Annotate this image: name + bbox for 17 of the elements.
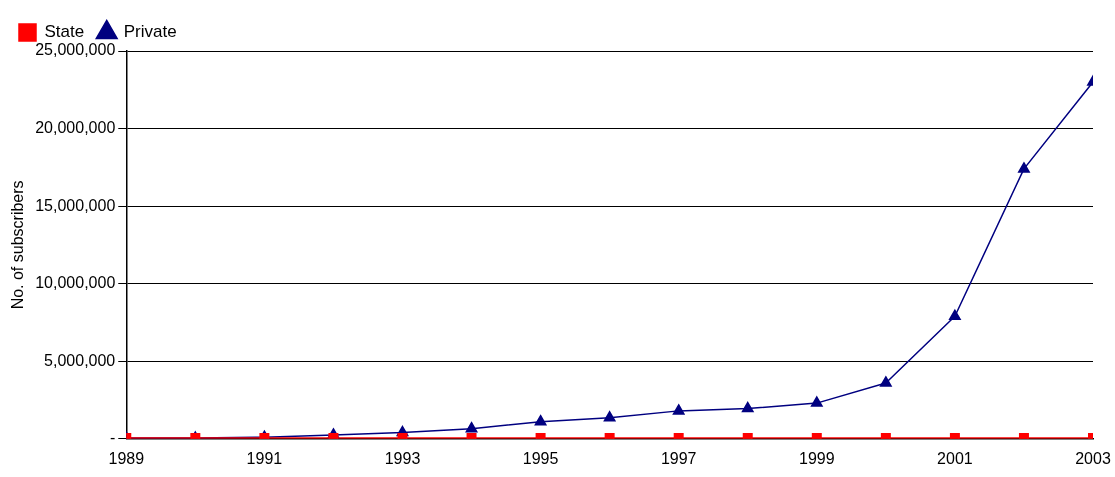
y-tick-label: 5,000,000 (44, 351, 116, 369)
x-tick-label: 1995 (522, 449, 559, 467)
legend-label: State (44, 22, 85, 42)
y-tick-label: 25,000,000 (35, 41, 116, 59)
y-tick-label: 15,000,000 (35, 196, 116, 214)
x-tick-label: 1993 (384, 449, 421, 467)
x-tick-label: 1999 (799, 449, 835, 467)
y-tick-label: - (109, 429, 116, 447)
x-tick-label: 2003 (1075, 449, 1111, 467)
x-tick-label: 1997 (660, 449, 697, 467)
x-tick-label: 1991 (246, 449, 283, 467)
y-tick-label: 10,000,000 (35, 274, 116, 292)
legend-label: Private (123, 22, 177, 42)
x-tick-label: 1989 (108, 449, 145, 467)
x-tick-label: 2001 (937, 449, 973, 467)
y-axis-title: No. of subscribers (9, 180, 27, 310)
y-tick-label: 20,000,000 (35, 118, 116, 136)
